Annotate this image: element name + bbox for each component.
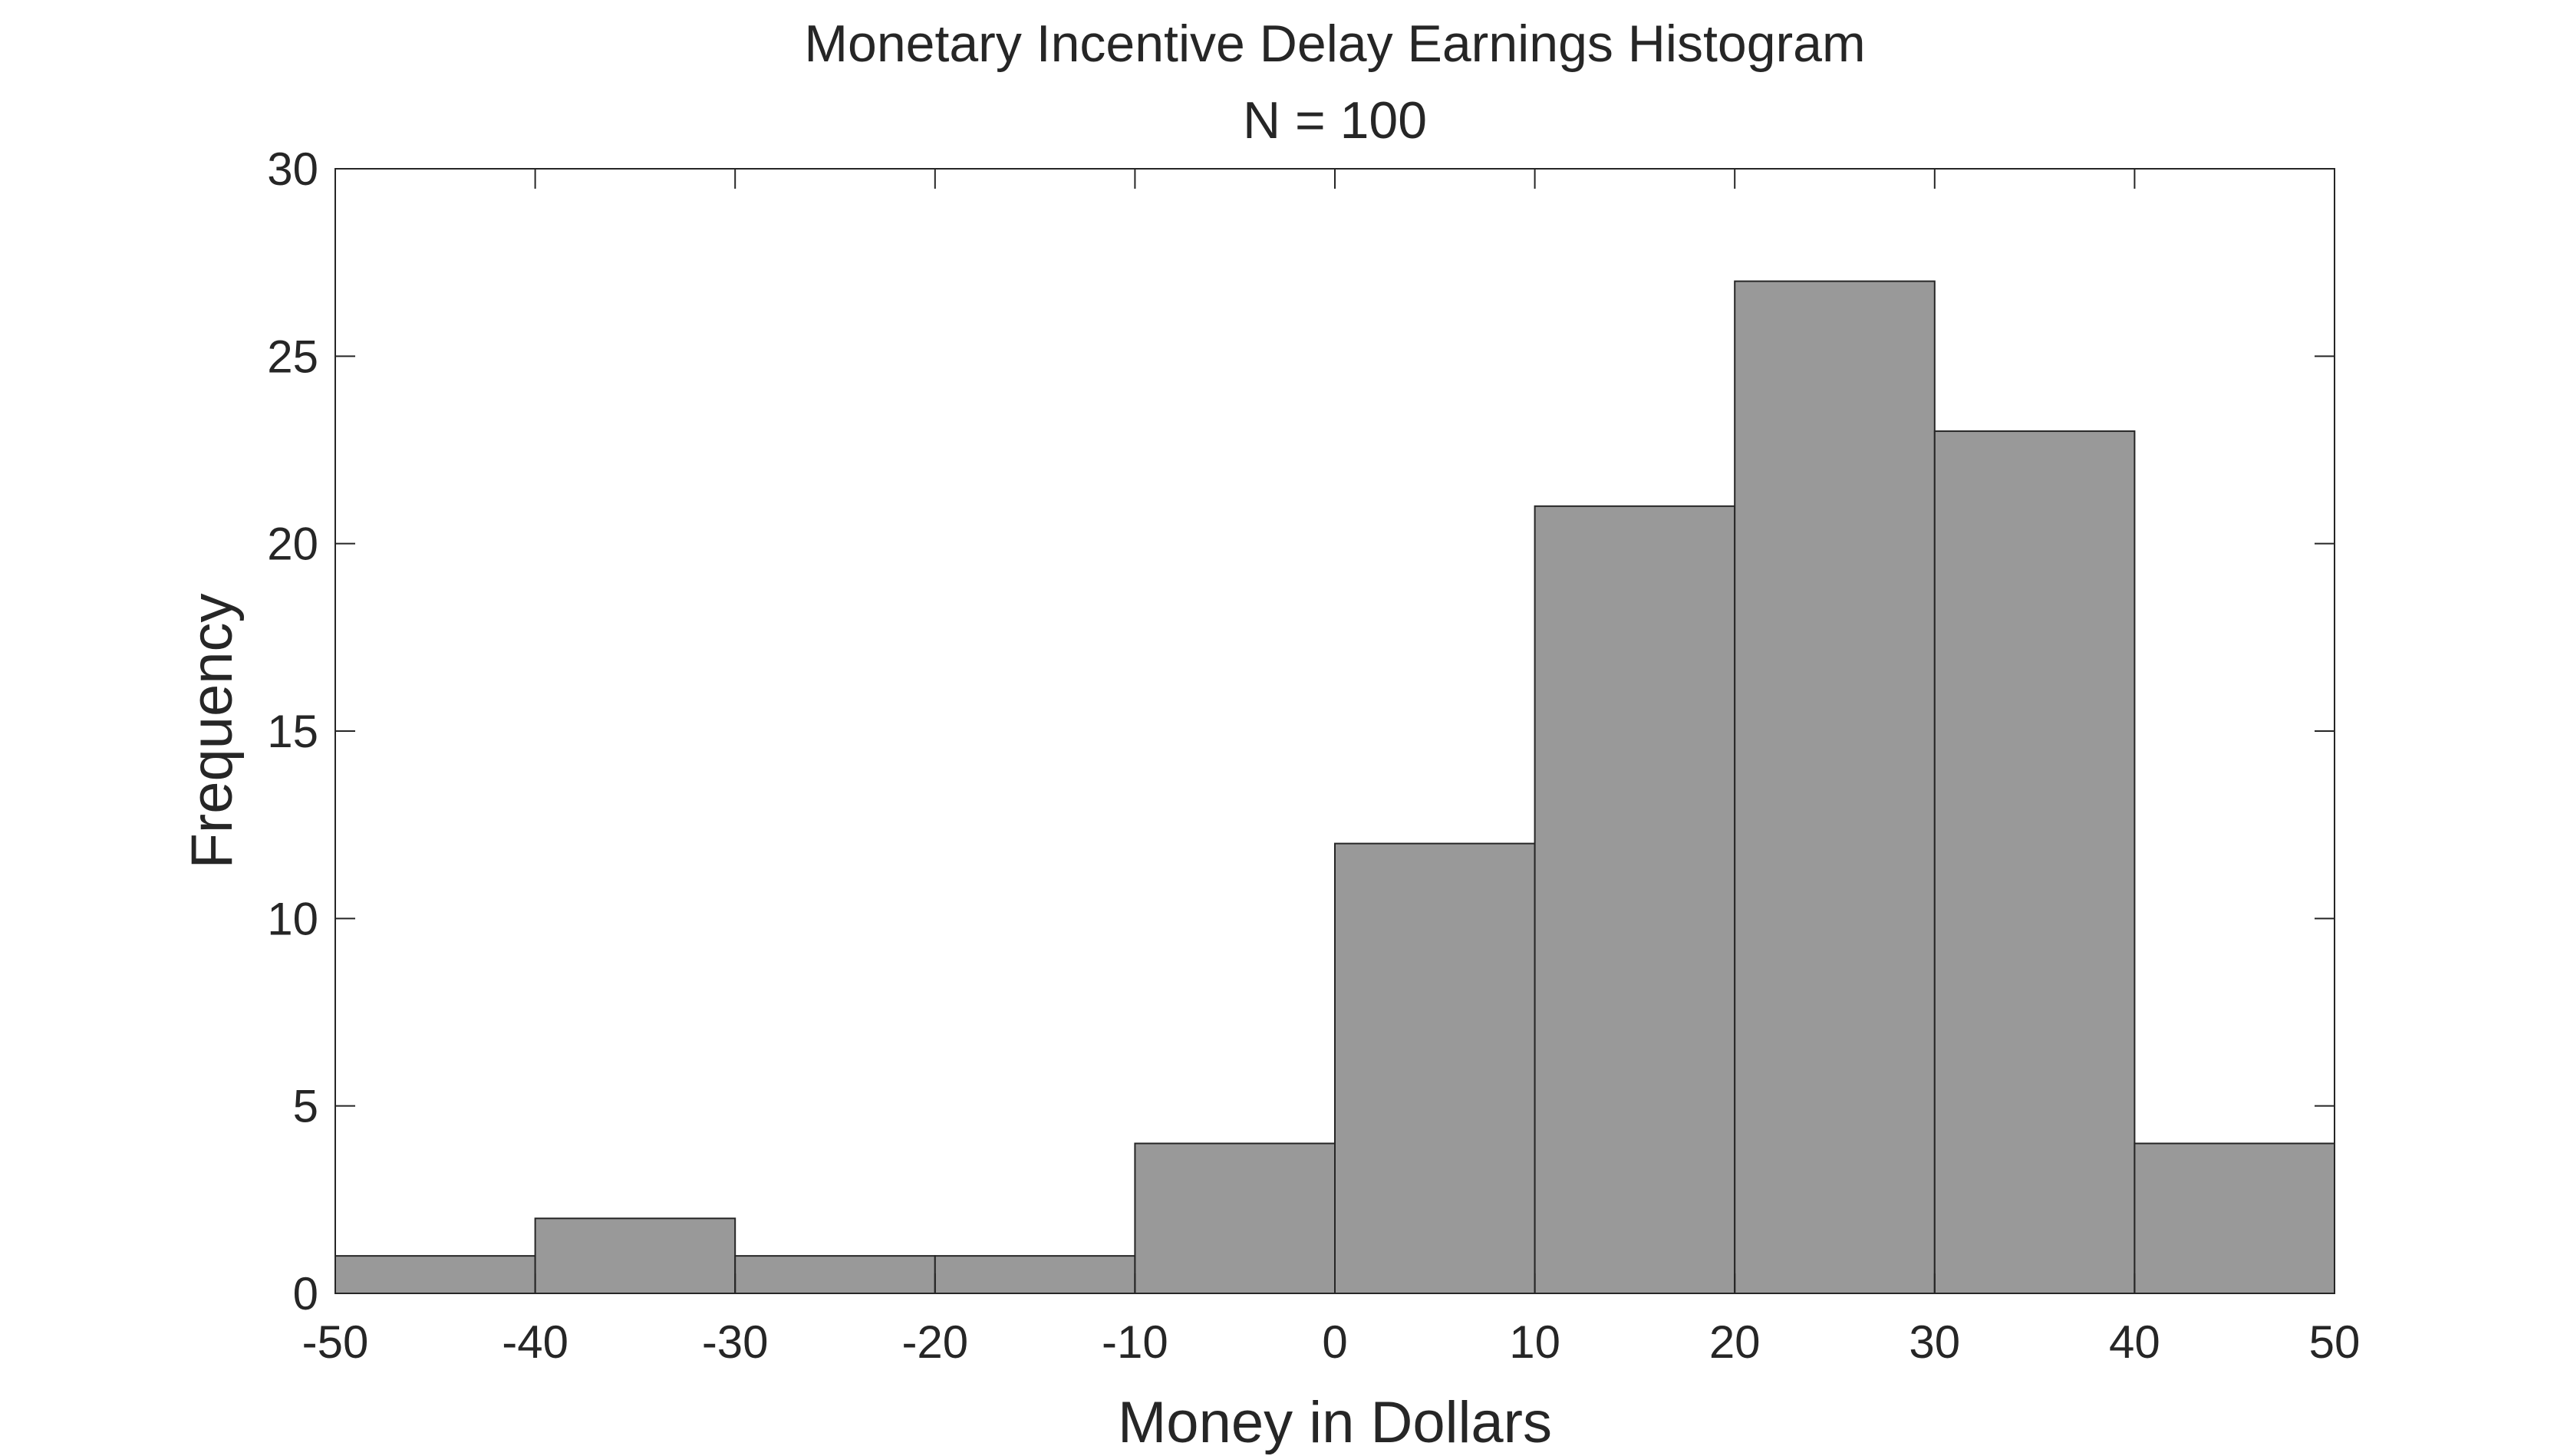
x-tick-labels: -50 -40 -30 -20 -10 0 10 20 30 40 50: [302, 1316, 2361, 1368]
x-tick-label: -40: [502, 1316, 568, 1368]
x-tick-label: -20: [901, 1316, 968, 1368]
x-tick-label: 30: [1909, 1316, 1960, 1368]
chart-title: Monetary Incentive Delay Earnings Histog…: [804, 15, 1865, 73]
x-tick-label: -10: [1102, 1316, 1168, 1368]
histogram-bar: [734, 1255, 936, 1294]
histogram-bar: [1933, 430, 2136, 1294]
ticks-group: [334, 168, 2335, 1294]
y-tick-labels: 0 5 10 15 20 25 30: [267, 143, 318, 1319]
histogram-bar: [2134, 1142, 2335, 1294]
x-tick-label: 50: [2309, 1316, 2361, 1368]
y-tick-label: 0: [293, 1268, 318, 1319]
x-tick-label: -30: [702, 1316, 769, 1368]
y-tick-label: 20: [267, 519, 318, 570]
y-tick-label: 10: [267, 893, 318, 944]
histogram-bar: [1134, 1142, 1336, 1294]
y-tick-label: 15: [267, 706, 318, 757]
y-tick-label: 30: [267, 143, 318, 195]
x-tick-label: 10: [1509, 1316, 1560, 1368]
histogram-bar: [334, 1255, 536, 1294]
x-tick-label: 40: [2109, 1316, 2160, 1368]
histogram-bar: [934, 1255, 1136, 1294]
y-axis-label: Frequency: [180, 593, 245, 868]
x-tick-label: -50: [302, 1316, 369, 1368]
histogram-bar: [534, 1217, 736, 1295]
bars-group: [334, 280, 2335, 1295]
histogram-bar: [1734, 280, 1936, 1295]
y-tick-label: 5: [293, 1081, 318, 1132]
x-tick-label: 20: [1709, 1316, 1761, 1368]
chart-subtitle: N = 100: [1243, 91, 1427, 150]
x-tick-label: 0: [1322, 1316, 1347, 1368]
y-tick-label: 25: [267, 331, 318, 382]
x-axis-label: Money in Dollars: [1118, 1390, 1552, 1455]
histogram-bar: [1334, 842, 1536, 1294]
histogram-bar: [1534, 505, 1736, 1294]
